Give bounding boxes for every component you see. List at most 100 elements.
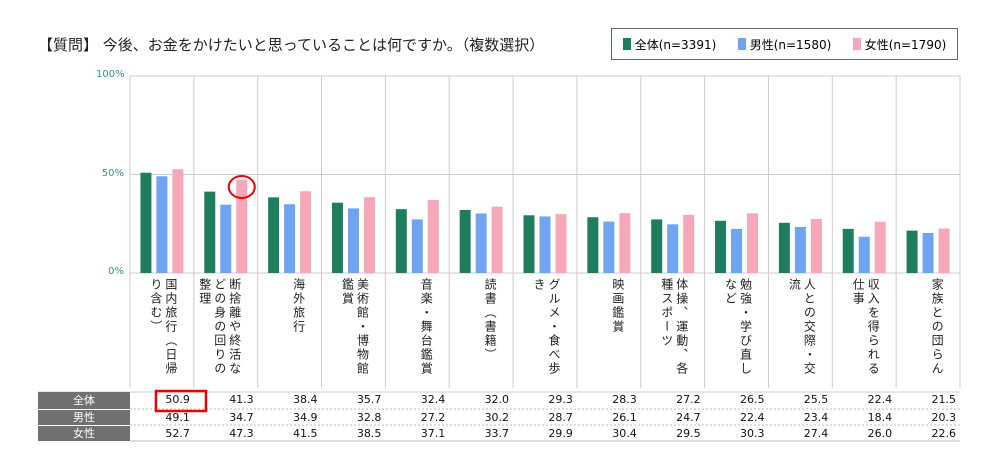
bar-male [411, 219, 423, 273]
bar-male [284, 204, 296, 273]
table-row-label: 女性 [38, 426, 130, 441]
table-cell: 28.3 [612, 393, 637, 406]
bar-all [587, 217, 599, 273]
table-cell: 22.4 [867, 393, 893, 406]
table-cell: 32.8 [356, 411, 382, 424]
bar-all [906, 230, 918, 273]
bar-male [858, 236, 870, 273]
table-cell: 34.7 [229, 411, 254, 424]
x-tick-label: 映画鑑賞 [610, 278, 625, 334]
table-cell: 22.6 [931, 427, 957, 440]
x-tick-label: 音楽・舞台鑑賞 [419, 278, 434, 376]
highlight-box [154, 389, 208, 413]
table-cell: 27.2 [420, 411, 446, 424]
table-cell: 37.1 [420, 427, 446, 440]
y-tick-label: 0% [108, 266, 124, 277]
table-cell: 41.3 [229, 393, 254, 406]
bar-all [459, 209, 471, 273]
table-cell: 32.4 [420, 393, 446, 406]
x-tick-label: 断捨離や終活などの身の回りの整理 [197, 278, 242, 376]
table-cell: 30.3 [739, 427, 765, 440]
bar-female [172, 169, 184, 273]
bar-female [683, 214, 695, 273]
bar-male [667, 224, 679, 273]
bar-female [491, 206, 503, 273]
x-tick-label: グルメ・食べ歩き [532, 278, 561, 376]
legend-label: 全体(n=3391) [634, 37, 717, 52]
bar-female [236, 179, 248, 273]
bar-all [204, 191, 216, 273]
legend-item-all: 全体(n=3391) [622, 36, 717, 53]
table-cell: 18.4 [867, 411, 893, 424]
legend-swatch [737, 38, 746, 50]
bar-all [842, 228, 854, 273]
table-cell: 27.2 [676, 393, 701, 406]
bar-female [427, 199, 439, 273]
legend-swatch [622, 38, 631, 50]
x-tick-label: 勉強・学び直しなど [723, 278, 753, 376]
legend: 全体(n=3391) 男性(n=1580) 女性(n=1790) [611, 28, 958, 60]
table-cell: 38.4 [293, 393, 318, 406]
bar-female [300, 191, 312, 273]
bar-all [395, 209, 407, 273]
y-tick-label: 50% [101, 168, 124, 179]
legend-swatch [852, 38, 861, 50]
table-cell: 32.0 [484, 393, 510, 406]
bar-all [715, 220, 727, 273]
bar-female [747, 213, 759, 273]
table-cell: 29.9 [548, 427, 573, 440]
bar-female [555, 214, 567, 273]
x-tick-label: 国内旅行（日帰り含む） [148, 278, 178, 376]
highlight-circle [227, 175, 256, 199]
table-cell: 33.7 [484, 427, 510, 440]
table-cell: 24.7 [676, 411, 701, 424]
table-cell: 38.5 [356, 427, 382, 440]
table-cell: 23.4 [803, 411, 829, 424]
x-tick-label: 体操、運動、各種スポーツ [659, 278, 689, 376]
bar-male [347, 208, 359, 273]
legend-item-male: 男性(n=1580) [737, 36, 831, 53]
bar-all [778, 222, 790, 273]
table-cell: 52.7 [165, 427, 190, 440]
bar-all [140, 172, 152, 273]
table-cell: 50.9 [165, 393, 190, 406]
legend-item-female: 女性(n=1790) [852, 36, 947, 53]
table-cell: 26.0 [867, 427, 893, 440]
table-row-label: 男性 [38, 410, 130, 425]
bar-all [651, 219, 663, 273]
bar-male [731, 228, 743, 273]
bar-female [938, 228, 950, 273]
table-cell: 20.3 [931, 411, 957, 424]
table-cell: 30.2 [484, 411, 510, 424]
bar-male [603, 221, 615, 273]
table-cell: 47.3 [229, 427, 254, 440]
table-cell: 22.4 [739, 411, 765, 424]
bar-male [922, 233, 934, 273]
x-tick-label: 美術館・博物館鑑賞 [340, 278, 370, 376]
table-cell: 26.5 [739, 393, 765, 406]
x-tick-label: 読書（書籍） [483, 278, 498, 362]
bar-female [810, 219, 822, 273]
table-row-label: 全体 [38, 392, 130, 409]
table-cell: 29.3 [548, 393, 573, 406]
x-tick-label: 収入を得られる仕事 [851, 278, 881, 376]
table-cell: 26.1 [612, 411, 637, 424]
bar-male [475, 213, 487, 273]
table-cell: 34.9 [293, 411, 318, 424]
table-cell: 35.7 [356, 393, 382, 406]
bar-male [794, 226, 806, 273]
x-tick-label: 家族との団らん [930, 278, 945, 376]
bar-male [156, 176, 168, 273]
bar-all [331, 202, 343, 273]
table-cell: 25.5 [803, 393, 829, 406]
bar-male [539, 216, 551, 273]
table-cell: 30.4 [612, 427, 637, 440]
table-cell: 49.1 [165, 411, 190, 424]
x-tick-label: 人との交際・交流 [787, 278, 817, 376]
legend-label: 女性(n=1790) [864, 37, 947, 52]
chart-title: 【質問】 今後、お金をかけたいと思っていることは何ですか。（複数選択） [38, 36, 545, 54]
table-cell: 21.5 [931, 393, 957, 406]
x-tick-label: 海外旅行 [291, 278, 306, 334]
